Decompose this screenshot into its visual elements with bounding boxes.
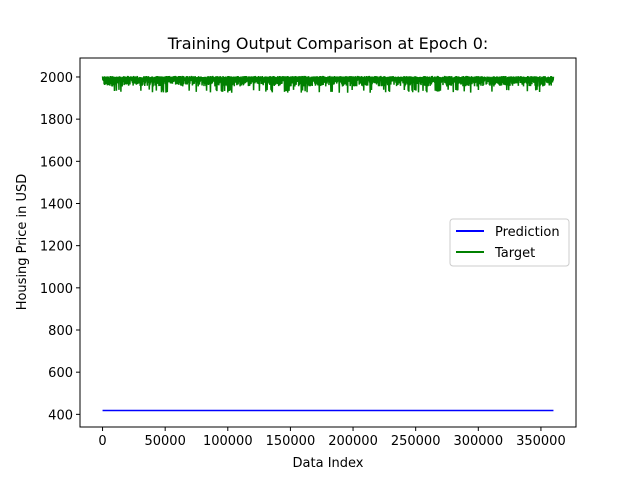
x-axis-ticks: 0 50000 100000 150000 200000 250000 300000 3500… xyxy=(98,427,566,449)
legend-label-prediction: Prediction xyxy=(495,225,560,240)
y-tick-label: 800 xyxy=(48,324,73,339)
y-tick-label: 1200 xyxy=(40,240,73,255)
x-tick-label: 350000 xyxy=(516,434,566,449)
y-axis-ticks: 400 600 800 1000 1200 1400 1600 1800 2000 xyxy=(40,71,80,423)
x-tick-label: 150000 xyxy=(266,434,316,449)
x-axis-label: Data Index xyxy=(293,456,364,471)
x-tick-label: 200000 xyxy=(328,434,378,449)
legend-label-target: Target xyxy=(494,246,535,261)
x-tick-label: 100000 xyxy=(203,434,253,449)
y-tick-label: 1000 xyxy=(40,282,73,297)
y-tick-label: 2000 xyxy=(40,71,73,86)
x-tick-label: 50000 xyxy=(144,434,185,449)
y-tick-label: 1800 xyxy=(40,113,73,128)
y-axis-label: Housing Price in USD xyxy=(15,174,30,311)
y-tick-label: 1600 xyxy=(40,155,73,170)
chart-title: Training Output Comparison at Epoch 0: xyxy=(167,34,489,53)
x-tick-label: 250000 xyxy=(391,434,441,449)
y-tick-label: 400 xyxy=(48,408,73,423)
legend: Prediction Target xyxy=(449,218,570,267)
y-tick-label: 1400 xyxy=(40,197,73,212)
series-layer xyxy=(101,75,555,412)
x-tick-label: 0 xyxy=(98,434,106,449)
plot-frame xyxy=(79,57,577,428)
y-tick-label: 600 xyxy=(48,366,73,381)
series-line-target xyxy=(101,75,555,93)
x-tick-label: 300000 xyxy=(453,434,503,449)
